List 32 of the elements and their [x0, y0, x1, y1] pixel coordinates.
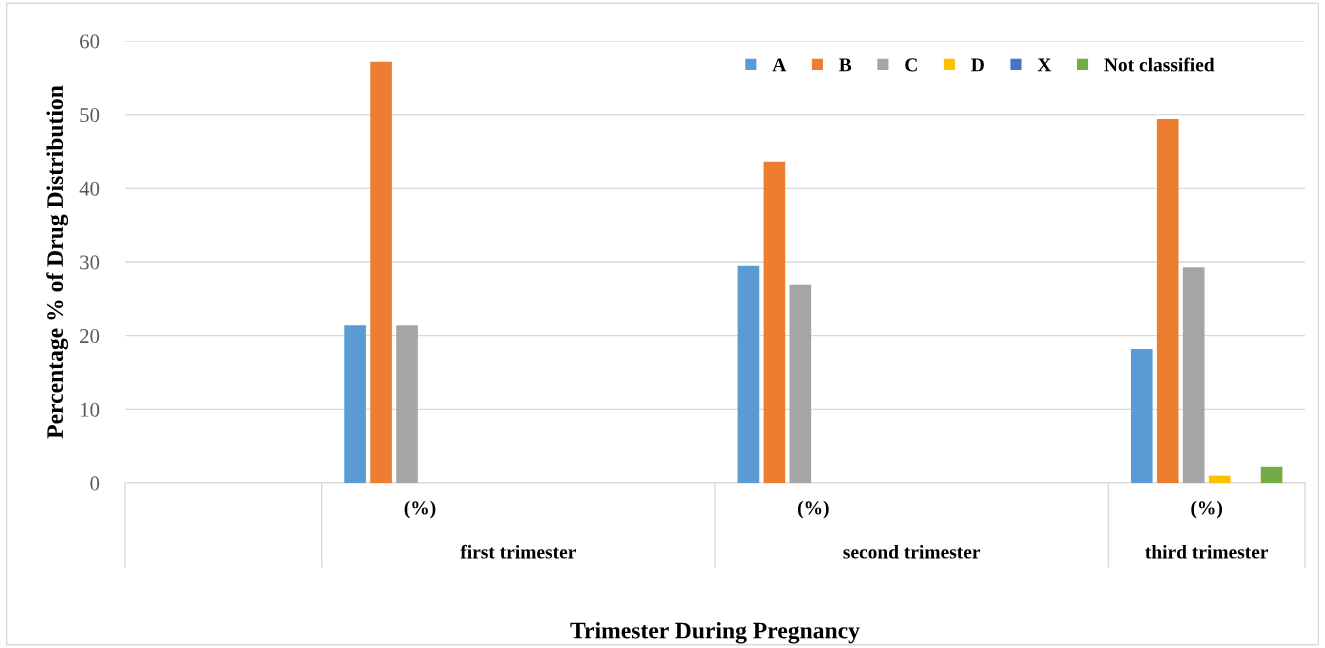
x-axis-title: Trimester During Pregnancy [570, 621, 860, 644]
y-tick-label: 40 [79, 181, 100, 196]
bar [763, 161, 786, 483]
bar [344, 325, 366, 483]
bar [1156, 119, 1179, 483]
bar [789, 284, 812, 483]
legend-label: C [905, 58, 917, 72]
x-tick-label: (%) [1191, 500, 1223, 519]
y-tick-label: 30 [80, 255, 100, 270]
legend-label: Not classified [1104, 57, 1215, 72]
bar [1208, 475, 1231, 483]
bar [370, 61, 392, 483]
legend-label: D [971, 58, 984, 72]
y-axis-title: Percentage % of Drug Distribution [46, 85, 69, 439]
legend-label: B [839, 58, 852, 72]
bar [737, 265, 760, 483]
bar [1260, 466, 1283, 483]
text: first trimester [460, 544, 576, 559]
bar [1182, 267, 1205, 483]
bar [1130, 348, 1153, 483]
y-tick-label: 60 [80, 34, 100, 49]
legend-label: X [1037, 58, 1052, 72]
text: third trimester [1145, 544, 1269, 559]
y-tick-label: 0 [90, 476, 100, 491]
text: second trimester [843, 544, 981, 559]
x-tick-label: (%) [797, 500, 829, 519]
x-tick-label: (%) [404, 500, 436, 519]
y-tick-label: 50 [80, 108, 100, 123]
y-tick-label: 10 [81, 402, 100, 417]
y-tick-label: 20 [80, 329, 100, 344]
bar [396, 325, 418, 483]
legend-label: A [772, 58, 787, 72]
